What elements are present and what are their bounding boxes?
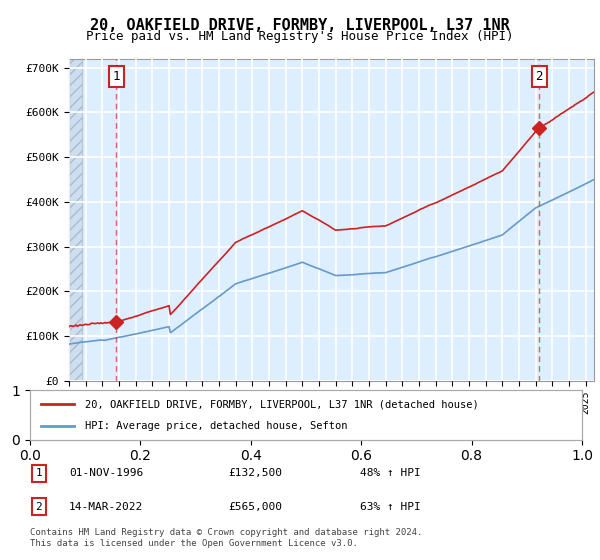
- Text: 63% ↑ HPI: 63% ↑ HPI: [360, 502, 421, 512]
- Text: 1: 1: [113, 70, 120, 83]
- Text: 14-MAR-2022: 14-MAR-2022: [69, 502, 143, 512]
- Text: £132,500: £132,500: [228, 468, 282, 478]
- Text: £565,000: £565,000: [228, 502, 282, 512]
- Text: 2: 2: [35, 502, 43, 512]
- Text: 01-NOV-1996: 01-NOV-1996: [69, 468, 143, 478]
- Text: 20, OAKFIELD DRIVE, FORMBY, LIVERPOOL, L37 1NR (detached house): 20, OAKFIELD DRIVE, FORMBY, LIVERPOOL, L…: [85, 399, 479, 409]
- Text: 1: 1: [35, 468, 43, 478]
- Text: Contains HM Land Registry data © Crown copyright and database right 2024.
This d: Contains HM Land Registry data © Crown c…: [30, 528, 422, 548]
- Text: 2: 2: [535, 70, 543, 83]
- Bar: [69, 59, 82, 381]
- Bar: [69, 59, 82, 381]
- Text: 48% ↑ HPI: 48% ↑ HPI: [360, 468, 421, 478]
- Text: 20, OAKFIELD DRIVE, FORMBY, LIVERPOOL, L37 1NR: 20, OAKFIELD DRIVE, FORMBY, LIVERPOOL, L…: [90, 18, 510, 33]
- Text: Price paid vs. HM Land Registry's House Price Index (HPI): Price paid vs. HM Land Registry's House …: [86, 30, 514, 43]
- Text: HPI: Average price, detached house, Sefton: HPI: Average price, detached house, Seft…: [85, 421, 348, 431]
